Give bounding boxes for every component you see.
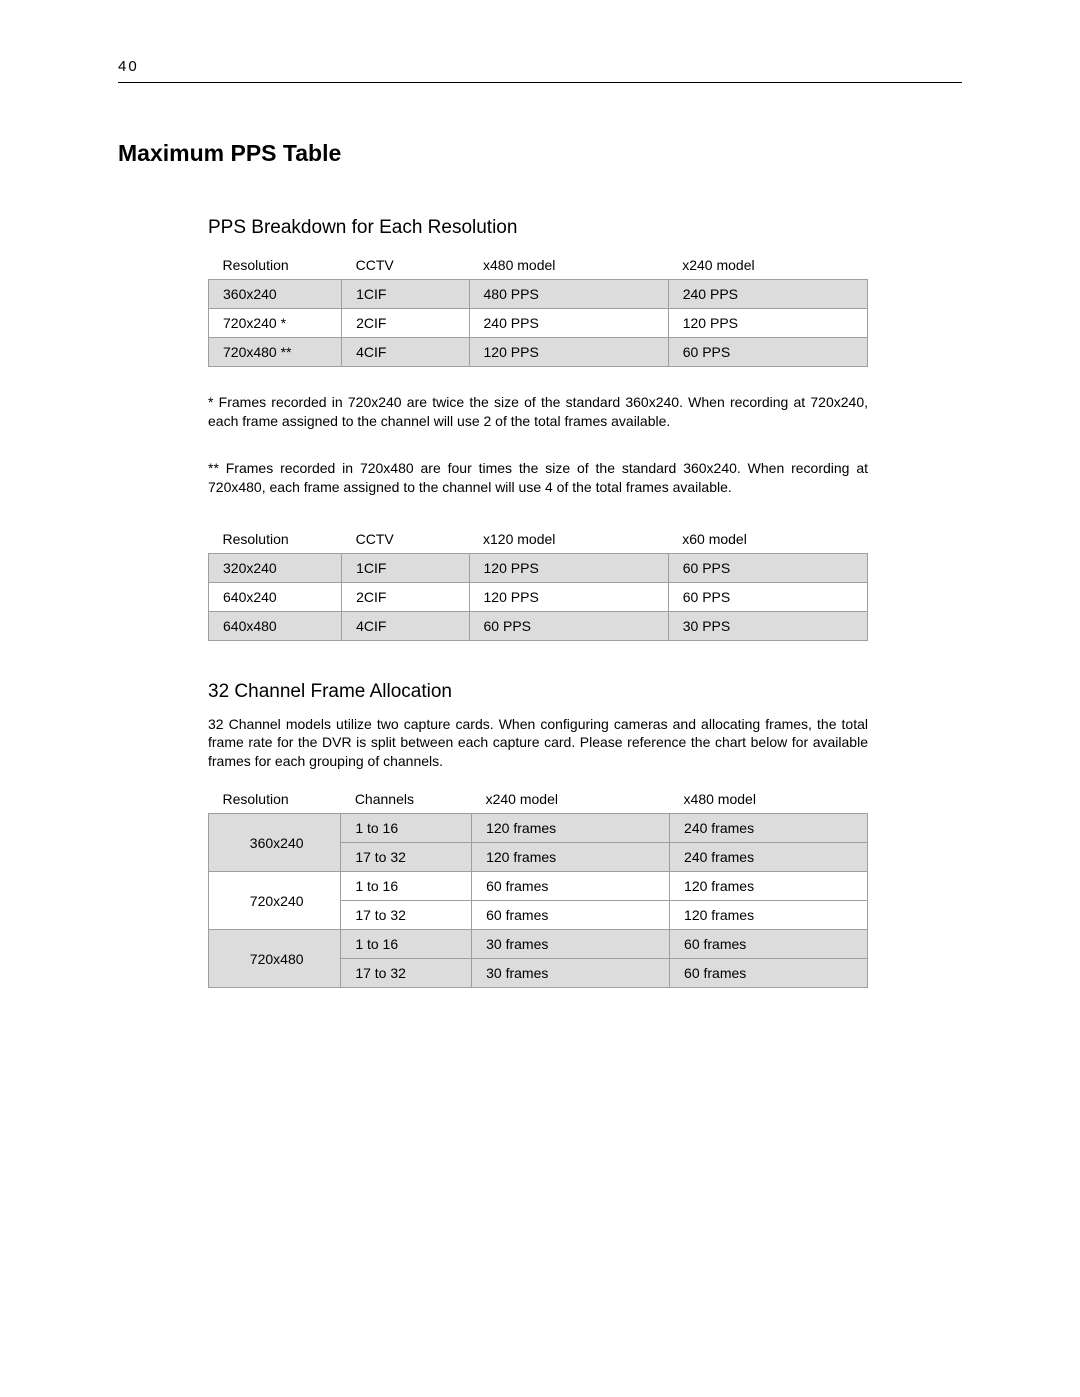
table-row: 360x240 1CIF 480 PPS 240 PPS [209,280,868,309]
cell: 120 frames [670,872,868,901]
column-header: x240 model [472,785,670,814]
cell: 720x480 ** [209,338,342,367]
resolution-cell: 720x240 [209,872,341,930]
section-heading-pps-breakdown: PPS Breakdown for Each Resolution [208,217,962,239]
cell: 30 frames [472,930,670,959]
cell: 240 PPS [469,309,668,338]
table-row: 320x240 1CIF 120 PPS 60 PPS [209,553,868,582]
table-row: 720x240 * 2CIF 240 PPS 120 PPS [209,309,868,338]
page-content: Maximum PPS Table PPS Breakdown for Each… [118,140,962,988]
cell: 1CIF [342,553,469,582]
cell: 480 PPS [469,280,668,309]
cell: 120 PPS [469,338,668,367]
table-header-row: Resolution CCTV x120 model x60 model [209,525,868,554]
pps-table-a: Resolution CCTV x480 model x240 model 36… [208,251,868,367]
cell: 60 PPS [668,582,867,611]
cell: 2CIF [342,582,469,611]
column-header: x240 model [668,251,867,280]
cell: 240 frames [670,843,868,872]
cell: 60 frames [472,872,670,901]
column-header: Resolution [209,525,342,554]
cell: 30 frames [472,959,670,988]
cell: 240 frames [670,814,868,843]
cell: 17 to 32 [341,843,472,872]
column-header: Resolution [209,251,342,280]
cell: 1 to 16 [341,814,472,843]
cell: 120 frames [670,901,868,930]
pps-table-b: Resolution CCTV x120 model x60 model 320… [208,525,868,641]
resolution-cell: 720x480 [209,930,341,988]
column-header: CCTV [342,525,469,554]
cell: 17 to 32 [341,959,472,988]
table-row: 360x240 1 to 16 120 frames 240 frames [209,814,868,843]
cell: 4CIF [342,611,469,640]
table-row: 640x240 2CIF 120 PPS 60 PPS [209,582,868,611]
footnote-1: * Frames recorded in 720x240 are twice t… [208,393,868,431]
cell: 640x240 [209,582,342,611]
cell: 240 PPS [668,280,867,309]
cell: 120 frames [472,814,670,843]
cell: 360x240 [209,280,342,309]
document-page: 40 Maximum PPS Table PPS Breakdown for E… [0,0,1080,1397]
cell: 4CIF [342,338,469,367]
page-number: 40 [118,58,139,75]
table-row: 640x480 4CIF 60 PPS 30 PPS [209,611,868,640]
section-paragraph: 32 Channel models utilize two capture ca… [208,715,868,772]
cell: 1 to 16 [341,872,472,901]
column-header: x60 model [668,525,867,554]
cell: 60 PPS [469,611,668,640]
column-header: CCTV [342,251,469,280]
page-title: Maximum PPS Table [118,140,962,167]
cell: 60 PPS [668,553,867,582]
column-header: Channels [341,785,472,814]
cell: 1CIF [342,280,469,309]
cell: 60 frames [670,959,868,988]
header-rule [118,82,962,83]
cell: 120 frames [472,843,670,872]
cell: 60 frames [670,930,868,959]
table-header-row: Resolution Channels x240 model x480 mode… [209,785,868,814]
cell: 17 to 32 [341,901,472,930]
table-header-row: Resolution CCTV x480 model x240 model [209,251,868,280]
column-header: Resolution [209,785,341,814]
column-header: x480 model [469,251,668,280]
cell: 30 PPS [668,611,867,640]
cell: 2CIF [342,309,469,338]
cell: 720x240 * [209,309,342,338]
column-header: x120 model [469,525,668,554]
table-row: 720x480 1 to 16 30 frames 60 frames [209,930,868,959]
cell: 60 PPS [668,338,867,367]
cell: 120 PPS [469,582,668,611]
column-header: x480 model [670,785,868,814]
cell: 640x480 [209,611,342,640]
channel-allocation-table: Resolution Channels x240 model x480 mode… [208,785,868,988]
section-heading-channel-allocation: 32 Channel Frame Allocation [208,681,962,703]
cell: 60 frames [472,901,670,930]
cell: 1 to 16 [341,930,472,959]
table-row: 720x480 ** 4CIF 120 PPS 60 PPS [209,338,868,367]
footnote-2: ** Frames recorded in 720x480 are four t… [208,459,868,497]
resolution-cell: 360x240 [209,814,341,872]
cell: 120 PPS [469,553,668,582]
cell: 120 PPS [668,309,867,338]
table-row: 720x240 1 to 16 60 frames 120 frames [209,872,868,901]
cell: 320x240 [209,553,342,582]
